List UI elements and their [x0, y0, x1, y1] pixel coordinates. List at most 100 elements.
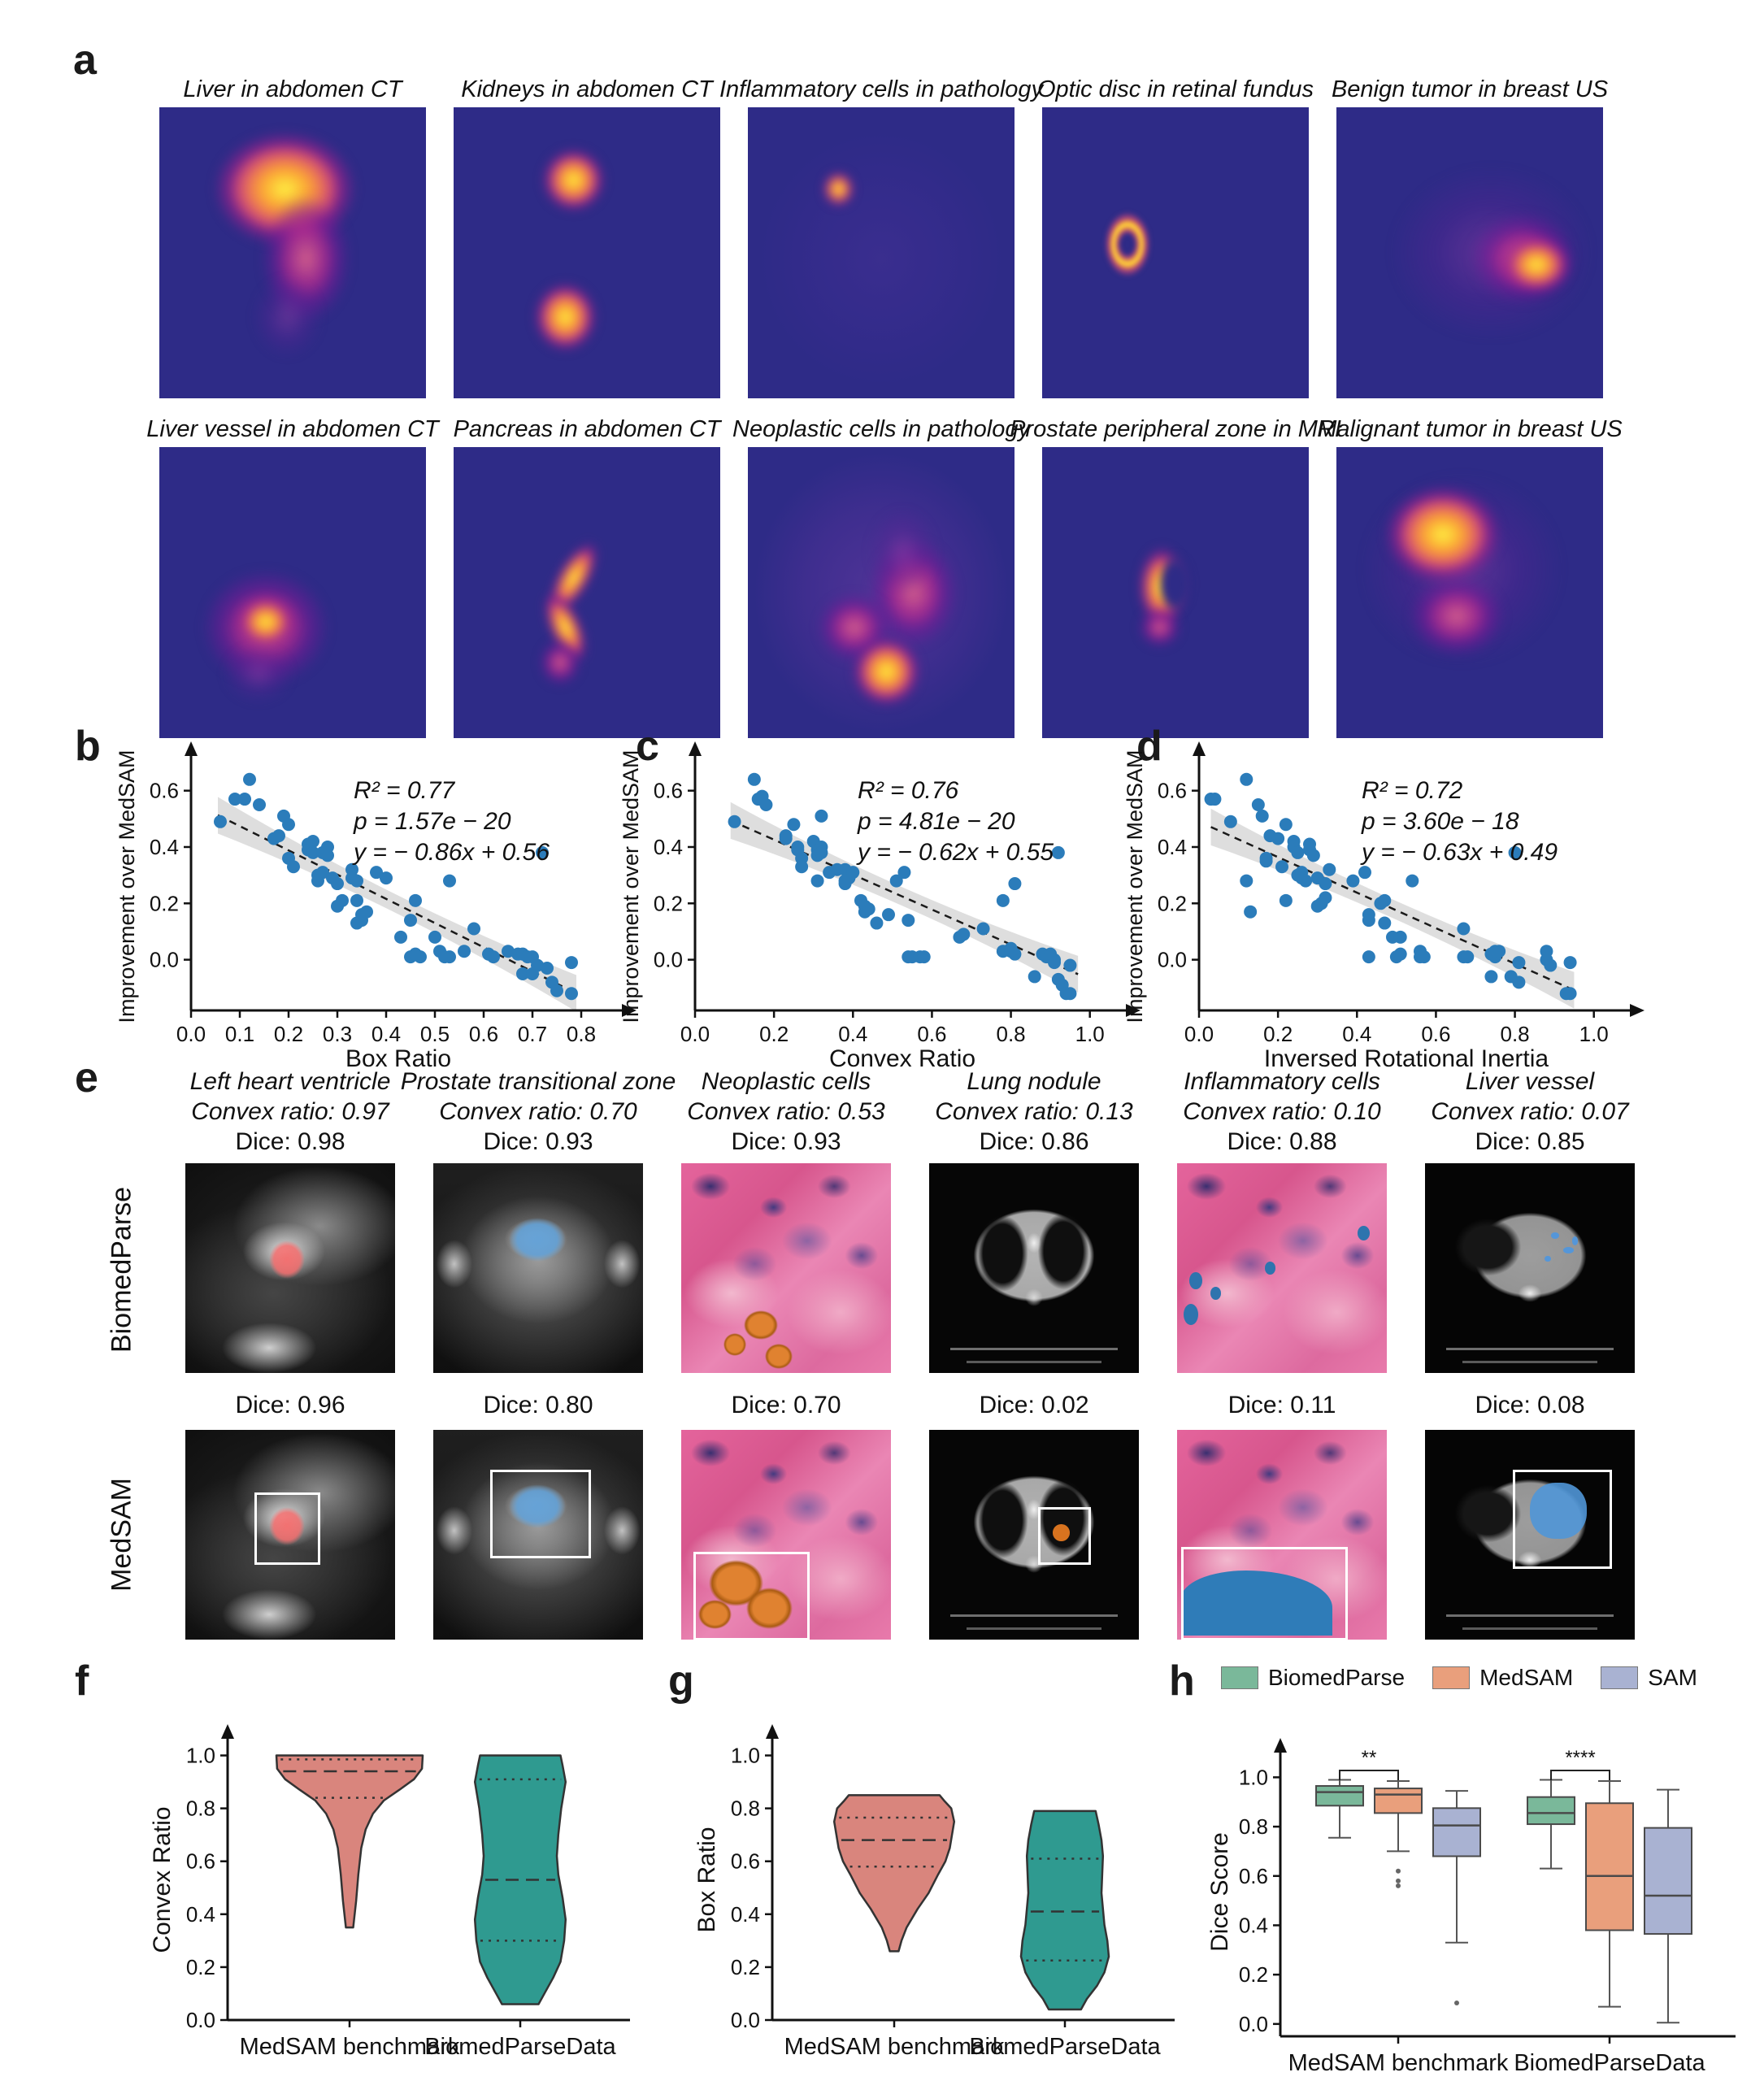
scatter-point [1484, 970, 1498, 984]
target-name: Lung nodule [967, 1067, 1101, 1095]
x-axis-title: Inversed Rotational Inertia [1264, 1045, 1549, 1071]
x-tick-label: 1.0 [1579, 1022, 1609, 1046]
scatter-convex-ratio: 0.0 0.2 0.4 0.6 0.8 1.0 0.0 0.2 0.4 0.6 Convex Rat… [614, 730, 1150, 1075]
medsam-image [1177, 1430, 1387, 1640]
y-tick-label: 0.0 [186, 2008, 215, 2032]
scatter-point [1279, 818, 1293, 832]
scatter-point [331, 877, 344, 891]
annotation-line: p = 3.60e − 18 [1361, 808, 1519, 835]
scatter-point [409, 893, 422, 907]
annotation-line: y = − 0.63x + 0.49 [1360, 839, 1558, 866]
scatter-rotational-inertia: 0.0 0.2 0.4 0.6 0.8 1.0 0.0 0.2 0.4 0.6 Inversed R… [1118, 730, 1654, 1075]
scatter-point [238, 793, 251, 806]
scatter-point [1393, 947, 1407, 961]
heatmap-row: Liver vessel in abdomen CT Pancreas in ab… [146, 411, 1623, 738]
y-tick-label: 0.0 [731, 2008, 760, 2032]
dice-biomedparse-label: Dice: 0.93 [483, 1127, 593, 1155]
y-tick-label: 0.0 [654, 948, 683, 972]
scatter-point [336, 893, 349, 907]
panel-e-comparison-grid: Left heart ventricle Convex ratio: 0.97 Di… [185, 1067, 1640, 1640]
scatter-point [976, 922, 990, 936]
x-axis-title: Box Ratio [345, 1045, 451, 1071]
dice-biomedparse-label: Dice: 0.85 [1475, 1127, 1585, 1155]
heatmap-cell: Neoplastic cells in pathology [732, 411, 1030, 738]
biomedparse-image [185, 1163, 395, 1373]
scatter-point [1240, 772, 1253, 786]
target-name: Inflammatory cells [1184, 1067, 1380, 1095]
comparison-column: Prostate transitional zone Convex ratio: … [401, 1067, 676, 1640]
dice-medsam-label: Dice: 0.80 [483, 1392, 593, 1418]
x-tick-label: 0.2 [1263, 1022, 1293, 1046]
scatter-point [1208, 793, 1222, 806]
y-tick-label: 0.6 [731, 1849, 760, 1874]
heatmap-blob [538, 639, 582, 686]
ct-table-line [1462, 1627, 1597, 1630]
y-axis-title: Improvement over MedSAM [619, 749, 643, 1023]
scatter-point [531, 958, 544, 972]
x-tick-label: 0.5 [420, 1022, 450, 1046]
y-tick-label: 0.4 [186, 1902, 215, 1927]
y-tick-label: 0.4 [1158, 835, 1187, 859]
y-axis-arrow [689, 741, 702, 756]
dice-biomedparse-label: Dice: 0.86 [979, 1127, 1089, 1155]
x-axis-arrow [622, 1004, 637, 1017]
heatmap-blob [1138, 606, 1181, 648]
panel-label-c: c [636, 723, 659, 770]
y-tick-label: 1.0 [186, 1744, 215, 1768]
scatter-point [1251, 797, 1265, 811]
y-tick-label: 1.0 [731, 1744, 760, 1768]
scatter-point [1048, 956, 1061, 970]
scatter-point [502, 945, 515, 958]
scatter-point [1512, 975, 1526, 989]
scatter-point [380, 871, 393, 885]
box-BiomedParse [1527, 1796, 1575, 1826]
panel-a-heatmap-grid: Liver in abdomen CT Kidneys in abdomen CT… [146, 72, 1623, 738]
dice-medsam-label: Dice: 0.02 [979, 1392, 1089, 1418]
ct-table-line [1445, 1348, 1614, 1351]
panel-label-a: a [73, 37, 97, 84]
scatter-point [917, 950, 931, 964]
scatter-point [902, 914, 915, 928]
red-mask-overlay [269, 1240, 306, 1279]
heatmap-cell: Inflammatory cells in pathology [719, 72, 1044, 398]
heatmap-image [748, 107, 1015, 398]
significance-label: ** [1362, 1747, 1377, 1769]
legend-item-MedSAM: MedSAM [1432, 1665, 1573, 1691]
scatter-point [1319, 891, 1332, 905]
heatmap-image [1336, 107, 1603, 398]
scatter-point [787, 818, 801, 832]
scatter-point [443, 874, 456, 888]
y-tick-label: 0.0 [1239, 2012, 1268, 2036]
x-tick-label: 0.4 [838, 1022, 867, 1046]
scatter-point [759, 797, 773, 811]
scatter-point [897, 866, 911, 880]
prompt-box [489, 1470, 592, 1559]
heatmap-title: Pancreas in abdomen CT [453, 415, 721, 442]
scatter-point [1406, 874, 1419, 888]
scatter-point [1544, 958, 1558, 972]
dice-medsam-label: Dice: 0.96 [235, 1392, 345, 1418]
dice-medsam-label: Dice: 0.11 [1227, 1392, 1336, 1418]
scatter-point [1008, 947, 1022, 961]
heatmap-blob [1501, 235, 1571, 294]
scatter-point [272, 829, 285, 843]
prompt-box [693, 1551, 810, 1640]
scatter-point [394, 930, 407, 944]
blue-cell-mask [1210, 1287, 1222, 1300]
ct-table-line [949, 1348, 1119, 1351]
heatmap-title: Inflammatory cells in pathology [719, 76, 1044, 102]
scatter-point [214, 815, 227, 828]
y-tick-label: 0.6 [1158, 779, 1187, 803]
orange-nodule-mask [1053, 1524, 1070, 1541]
heatmap-image [1336, 447, 1603, 738]
scatter-point [253, 797, 266, 811]
biomedparse-image [681, 1163, 891, 1373]
orange-mask [723, 1332, 746, 1357]
y-axis-title: Dice Score [1206, 1832, 1233, 1952]
x-tick-label: 1.0 [1075, 1022, 1105, 1046]
scatter-point [1291, 845, 1305, 859]
dice-medsam-label: Dice: 0.70 [731, 1392, 841, 1418]
box-BiomedParse [1315, 1785, 1364, 1807]
